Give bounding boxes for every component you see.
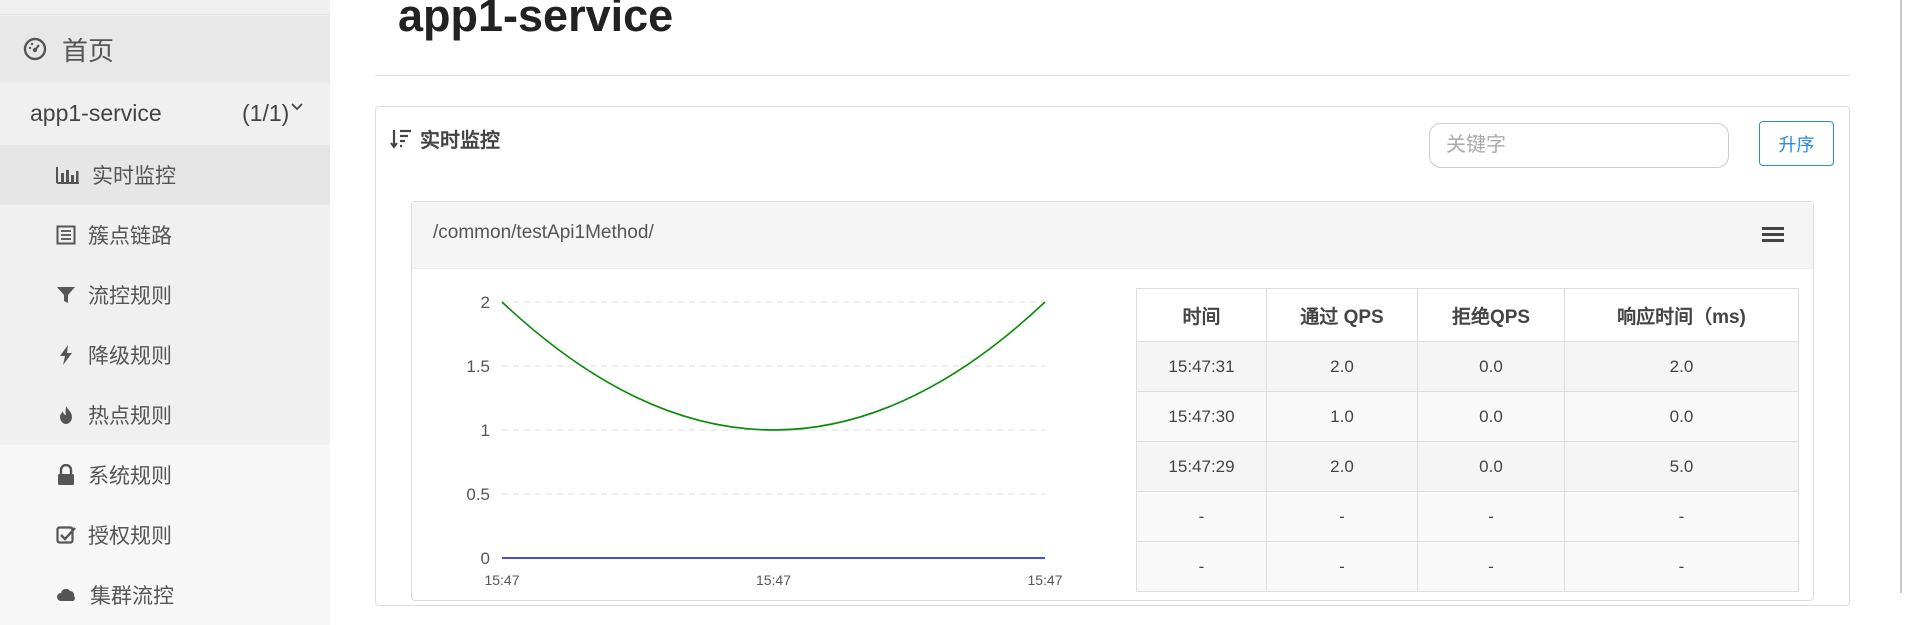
- cell-rt: -: [1564, 541, 1799, 592]
- sidebar-item-label: 热点规则: [88, 405, 172, 428]
- sidebar-top-divider: [0, 0, 330, 15]
- cell-time: 15:47:29: [1136, 441, 1267, 492]
- cell-pass-qps: 1.0: [1266, 391, 1418, 442]
- lock-icon: [58, 464, 74, 485]
- cell-block-qps: 0.0: [1417, 391, 1565, 442]
- title-divider: [375, 75, 1850, 76]
- keyword-search-input[interactable]: [1429, 123, 1729, 168]
- dashboard-icon: [23, 37, 47, 61]
- panel-header: 实时监控: [390, 124, 500, 153]
- cell-time: 15:47:30: [1136, 391, 1267, 442]
- table-row: 15:47:30 1.0 0.0 0.0: [1136, 391, 1799, 442]
- table-header-row: 时间 通过 QPS 拒绝QPS 响应时间（ms): [1136, 288, 1799, 342]
- sidebar-item-label: 集群流控: [90, 585, 174, 608]
- y-tick-label: 0: [481, 549, 490, 568]
- table-row: - - - -: [1136, 541, 1799, 592]
- cell-pass-qps: 2.0: [1266, 441, 1418, 492]
- sidebar-item-auth-rules[interactable]: 授权规则: [0, 505, 330, 565]
- sidebar-item-flow-rules[interactable]: 流控规则: [0, 265, 330, 325]
- sidebar-app-group[interactable]: app1-service (1/1): [0, 82, 330, 144]
- sidebar-item-cluster-flow[interactable]: 集群流控: [0, 565, 330, 625]
- cell-rt: -: [1564, 491, 1799, 542]
- sidebar-item-system-rules[interactable]: 系统规则: [0, 445, 330, 505]
- y-tick-label: 0.5: [466, 485, 490, 504]
- cell-pass-qps: 2.0: [1266, 341, 1418, 392]
- cell-rt: 2.0: [1564, 341, 1799, 392]
- y-tick-label: 2: [481, 293, 490, 312]
- cell-block-qps: 0.0: [1417, 441, 1565, 492]
- table-row: 15:47:29 2.0 0.0 5.0: [1136, 441, 1799, 492]
- check-square-icon: [56, 526, 76, 544]
- cell-block-qps: -: [1417, 541, 1565, 592]
- col-header-time: 时间: [1136, 288, 1267, 342]
- sort-icon: [390, 129, 411, 149]
- x-tick-label: 15:47: [484, 572, 519, 588]
- page-title: app1-service: [398, 0, 674, 41]
- cell-time: -: [1136, 491, 1267, 542]
- sidebar-item-cluster-link[interactable]: 簇点链路: [0, 205, 330, 265]
- panel-title: 实时监控: [420, 130, 500, 152]
- col-header-block-qps: 拒绝QPS: [1417, 288, 1565, 342]
- col-header-rt: 响应时间（ms): [1564, 288, 1799, 342]
- sidebar-item-label: 簇点链路: [88, 225, 172, 248]
- sidebar-item-label: 实时监控: [92, 165, 176, 188]
- y-tick-label: 1: [481, 421, 490, 440]
- table-row: 15:47:31 2.0 0.0 2.0: [1136, 341, 1799, 392]
- menu-icon[interactable]: [1762, 225, 1784, 245]
- cell-block-qps: -: [1417, 491, 1565, 542]
- sidebar-item-realtime-monitor[interactable]: 实时监控: [0, 145, 330, 205]
- cell-rt: 0.0: [1564, 391, 1799, 442]
- sidebar-item-degrade-rules[interactable]: 降级规则: [0, 325, 330, 385]
- qps-line-chart: 0 0.5 1 1.5 2 15:47 15:47 15:47: [466, 293, 1062, 588]
- sort-ascending-button[interactable]: 升序: [1759, 121, 1834, 166]
- cell-rt: 5.0: [1564, 441, 1799, 492]
- cell-pass-qps: -: [1266, 491, 1418, 542]
- metrics-table: 时间 通过 QPS 拒绝QPS 响应时间（ms) 15:47:31 2.0 0.…: [1136, 288, 1799, 592]
- sidebar-app-name: app1-service: [30, 99, 162, 126]
- series-line-pass-qps: [501, 301, 1046, 431]
- sidebar-item-home[interactable]: 首页: [0, 16, 330, 82]
- list-icon: [56, 225, 76, 245]
- fire-icon: [60, 406, 72, 424]
- cell-pass-qps: -: [1266, 541, 1418, 592]
- filter-icon: [57, 287, 75, 303]
- sidebar-home-label: 首页: [62, 35, 115, 66]
- bar-chart-icon: [56, 167, 79, 184]
- cell-time: -: [1136, 541, 1267, 592]
- resource-name: /common/testApi1Method/: [433, 222, 654, 243]
- bolt-icon: [60, 345, 72, 365]
- sidebar: 首页 app1-service (1/1) 实时监控 簇点链路: [0, 0, 330, 625]
- sidebar-item-label: 授权规则: [88, 525, 172, 548]
- table-row: - - - -: [1136, 491, 1799, 542]
- sidebar-item-label: 流控规则: [88, 285, 172, 308]
- cell-time: 15:47:31: [1136, 341, 1267, 392]
- cell-block-qps: 0.0: [1417, 341, 1565, 392]
- sidebar-item-label: 系统规则: [88, 465, 172, 488]
- resource-card-header: [412, 202, 1813, 269]
- chevron-down-icon[interactable]: [291, 102, 303, 112]
- col-header-pass-qps: 通过 QPS: [1266, 288, 1418, 342]
- vertical-scrollbar[interactable]: [1900, 0, 1902, 593]
- sidebar-item-label: 降级规则: [88, 345, 172, 368]
- y-tick-label: 1.5: [466, 357, 490, 376]
- sidebar-app-count: (1/1): [242, 99, 290, 126]
- sidebar-item-hotspot-rules[interactable]: 热点规则: [0, 385, 330, 445]
- x-tick-label: 15:47: [1027, 572, 1062, 588]
- cloud-icon: [57, 588, 75, 601]
- x-tick-label: 15:47: [756, 572, 791, 588]
